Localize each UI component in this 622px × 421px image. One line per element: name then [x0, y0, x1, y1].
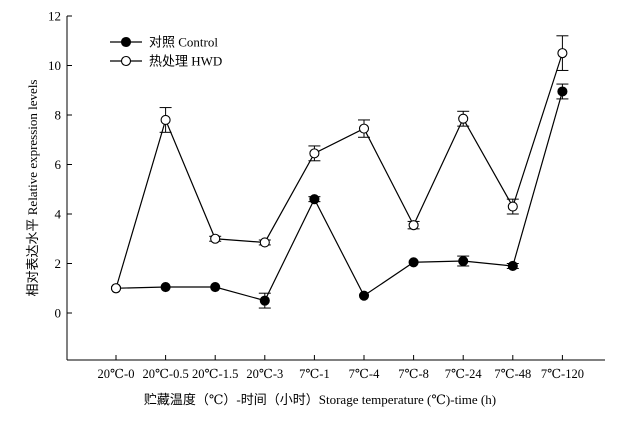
y-tick-label: 2 — [55, 256, 62, 271]
legend: 对照 Control 热处理 HWD — [110, 35, 222, 69]
x-tick-label: 7℃-48 — [494, 367, 531, 381]
legend-label: 对照 Control — [149, 35, 218, 50]
x-axis-label: 贮藏温度（℃）-时间（小时）Storage temperature (℃)-ti… — [144, 392, 496, 407]
data-point — [358, 290, 370, 301]
data-point — [458, 113, 469, 124]
y-tick-label: 4 — [55, 207, 62, 222]
legend-item: 对照 Control — [110, 35, 218, 50]
data-point — [458, 255, 469, 267]
data-point — [557, 48, 568, 59]
legend-marker — [120, 55, 132, 67]
x-tick-label: 7℃-1 — [299, 367, 330, 381]
y-tick-label: 12 — [48, 9, 61, 24]
data-point — [408, 257, 419, 268]
data-point — [507, 201, 518, 212]
x-tick-label: 7℃-4 — [349, 367, 380, 381]
data-point — [210, 233, 221, 244]
y-tick-label: 0 — [55, 306, 62, 321]
data-point — [210, 281, 221, 293]
x-tick-label: 20℃-3 — [246, 367, 283, 381]
legend-item: 热处理 HWD — [110, 54, 222, 69]
x-tick-label: 7℃-24 — [445, 367, 483, 381]
series-line — [115, 52, 563, 289]
plot-area — [110, 35, 569, 309]
x-tick-label: 20℃-1.5 — [192, 367, 238, 381]
data-point — [557, 86, 568, 97]
x-tick-label: 7℃-8 — [398, 367, 429, 381]
y-axis-label: 相对表达水平 Relative expression levels — [25, 80, 40, 297]
y-tick-label: 10 — [48, 58, 61, 73]
x-tick-label: 7℃-120 — [541, 367, 584, 381]
x-tick-label: 20℃-0 — [98, 367, 135, 381]
data-point — [259, 237, 270, 248]
series-line — [115, 91, 563, 302]
data-point — [408, 220, 419, 231]
y-tick-label: 8 — [55, 108, 62, 123]
x-tick-label: 20℃-0.5 — [142, 367, 188, 381]
y-tick-label: 6 — [55, 157, 62, 172]
x-axis-ticks: 20℃-0 20℃-0.5 20℃-1.5 20℃-3 7℃-1 7℃-4 7℃-8 7℃-2… — [98, 355, 584, 381]
series-hwd — [110, 35, 569, 294]
axes — [66, 16, 605, 361]
data-point — [110, 283, 122, 294]
series-control — [110, 83, 569, 309]
data-point — [160, 281, 171, 293]
data-point — [309, 194, 320, 205]
data-point — [160, 114, 171, 125]
data-point — [507, 260, 518, 272]
data-point — [358, 123, 370, 134]
data-point — [309, 148, 320, 159]
y-axis-ticks: 0 2 4 6 8 10 12 — [48, 9, 72, 321]
data-point — [259, 295, 270, 306]
legend-marker — [120, 36, 132, 48]
legend-label: 热处理 HWD — [149, 54, 222, 69]
